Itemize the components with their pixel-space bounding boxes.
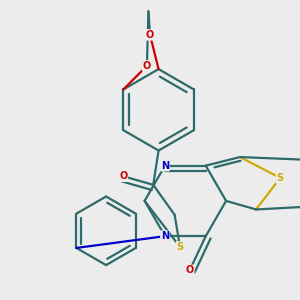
- Text: S: S: [277, 173, 284, 183]
- Text: N: N: [161, 231, 169, 241]
- Text: O: O: [143, 61, 151, 71]
- Text: N: N: [161, 160, 169, 171]
- Text: O: O: [119, 171, 127, 181]
- Text: O: O: [146, 30, 154, 40]
- Text: S: S: [176, 242, 184, 252]
- Text: O: O: [185, 266, 194, 275]
